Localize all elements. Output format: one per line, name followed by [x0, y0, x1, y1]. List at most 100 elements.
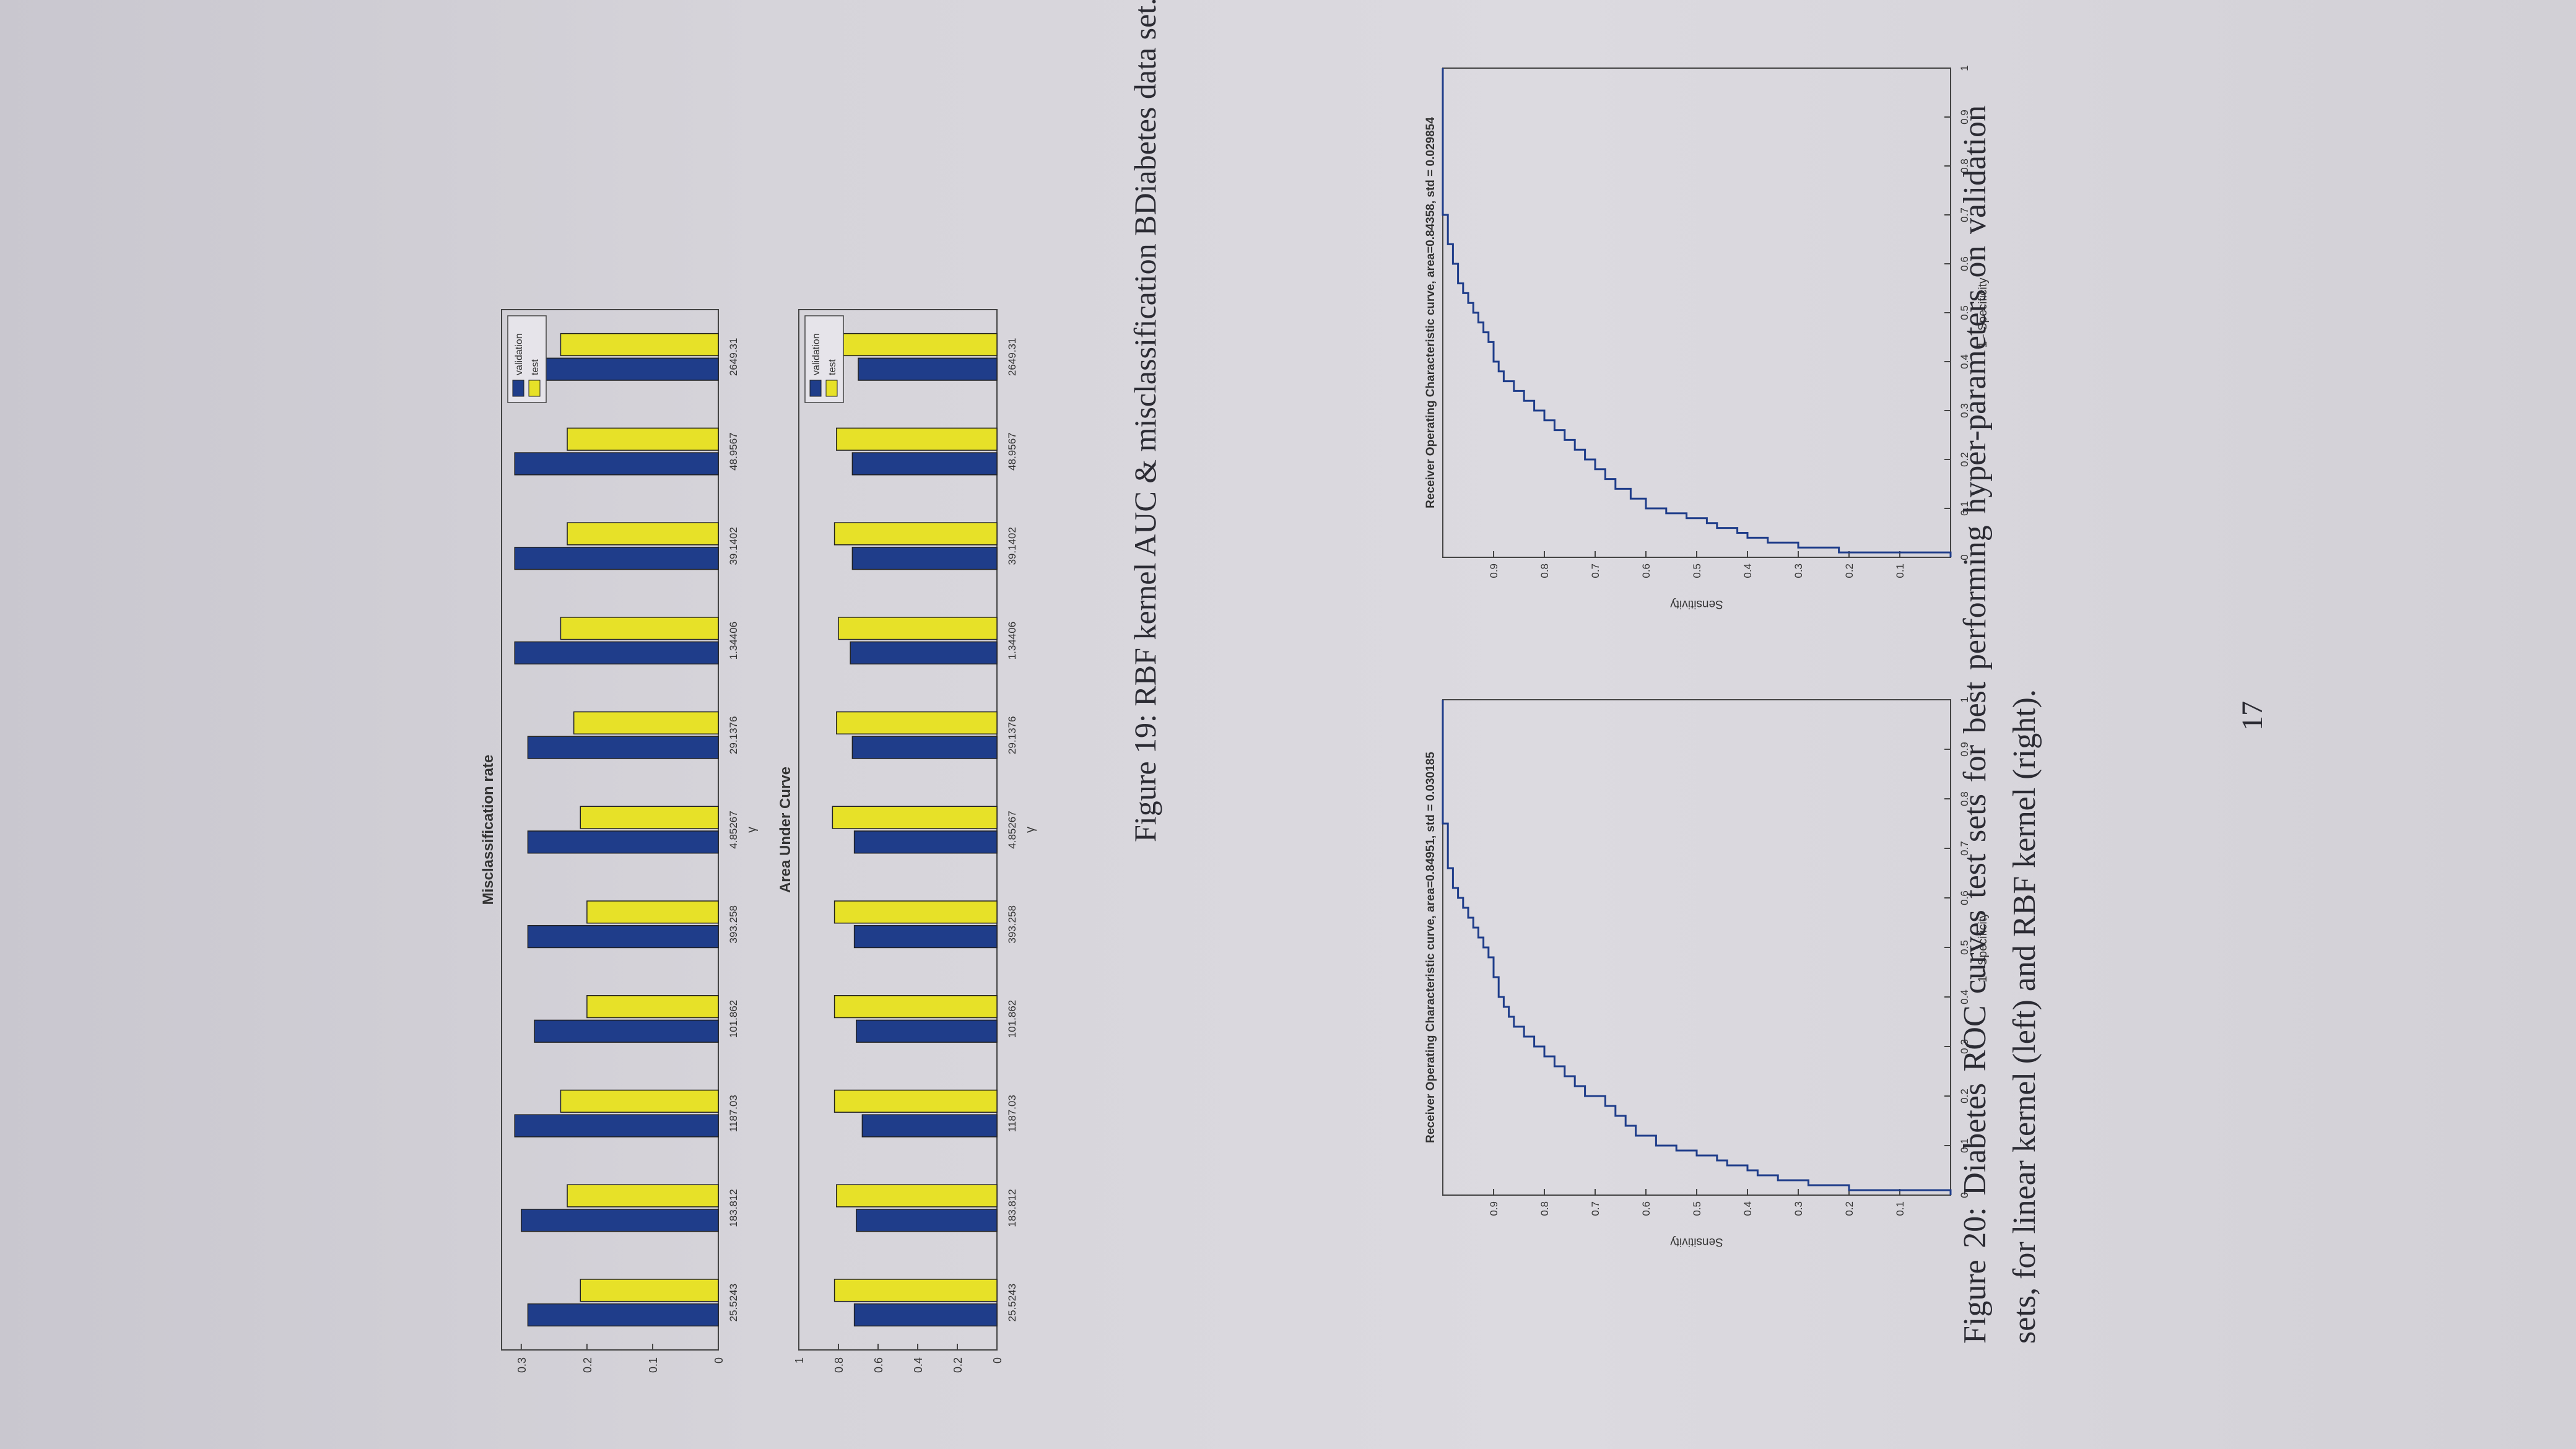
x-tick-label: 2649.31	[728, 338, 739, 376]
validation-bar	[853, 1303, 998, 1327]
y-tick-label: 0.1	[647, 1357, 659, 1373]
x-tick-label: 29.1376	[1006, 716, 1018, 754]
y-tick-label: 0.7	[1590, 1201, 1601, 1216]
test-bar	[586, 994, 719, 1019]
validation-bar	[514, 547, 719, 570]
x-tick-label: 39.1402	[1006, 527, 1018, 565]
legend-label: validation	[514, 333, 524, 375]
x-tick-label: 0.3	[1959, 403, 1970, 418]
x-tick-label: 0.4	[1959, 354, 1970, 369]
y-tick-label: 0.3	[516, 1357, 528, 1373]
validation-bar	[850, 641, 998, 665]
x-axis-label: γ	[1024, 827, 1037, 833]
y-axis-label: Sensitivity	[1670, 1235, 1723, 1248]
legend-swatch	[512, 380, 524, 397]
x-tick-label: 0.6	[1959, 890, 1970, 905]
y-tick-label: 0.7	[1590, 564, 1601, 578]
y-tick-label: 1	[793, 1357, 806, 1364]
x-tick-label: 48.9567	[728, 432, 739, 470]
x-tick-label: 0.9	[1959, 110, 1970, 124]
test-bar	[560, 1089, 719, 1113]
x-tick-label: 0.5	[1959, 305, 1970, 320]
legend-swatch	[825, 380, 838, 397]
test-bar	[836, 1184, 998, 1208]
y-tick-label: 0.6	[1640, 1201, 1652, 1216]
validation-bar	[851, 736, 998, 759]
validation-bar	[521, 1209, 719, 1232]
y-tick-label: 0.6	[872, 1357, 885, 1373]
test-bar	[833, 900, 998, 924]
validation-bar	[527, 925, 719, 949]
y-tick-label: 0.1	[1894, 564, 1906, 578]
x-tick-label: 0.7	[1959, 841, 1970, 856]
x-tick-label: 183.812	[1006, 1189, 1018, 1227]
y-tick-label: 0.4	[1742, 1201, 1754, 1216]
y-tick-label: 0.1	[1894, 1201, 1906, 1216]
x-tick-label: 39.1402	[728, 527, 739, 565]
validation-bar	[514, 452, 719, 476]
x-tick-label: 101.862	[728, 1000, 739, 1038]
roc-curve-line	[1442, 700, 1952, 1195]
validation-bar	[851, 547, 998, 570]
figure-20-caption: Figure 20: Diabetes ROC curves test sets…	[1957, 105, 2042, 1344]
test-bar	[573, 711, 719, 735]
x-tick-label: 29.1376	[728, 716, 739, 754]
legend-swatch	[528, 380, 541, 397]
x-tick-label: 1.34406	[728, 622, 739, 659]
y-tick-label: 0	[713, 1357, 725, 1364]
x-tick-label: 0	[1959, 554, 1970, 560]
bar-plot-frame	[501, 309, 719, 1351]
x-axis-label: γ	[745, 827, 759, 833]
test-bar	[836, 711, 998, 735]
x-tick-label: 0.5	[1959, 940, 1970, 955]
test-bar	[560, 333, 719, 357]
validation-bar	[527, 1303, 719, 1327]
x-tick-label: 0.6	[1959, 256, 1970, 271]
validation-bar	[851, 452, 998, 476]
x-tick-label: 183.812	[728, 1189, 739, 1227]
x-tick-label: 1	[1959, 697, 1970, 702]
y-tick-label: 0.2	[581, 1357, 594, 1373]
page-number: 17	[2236, 701, 2269, 731]
y-tick-label: 0.5	[1691, 1201, 1703, 1216]
bar-chart-title: Misclassification rate	[480, 755, 497, 905]
y-tick-label: 0.2	[1843, 564, 1855, 578]
x-tick-label: 1187.03	[728, 1095, 739, 1132]
y-axis-label: Sensitivity	[1670, 598, 1723, 611]
legend-label: test	[827, 359, 838, 375]
roc-chart-title: Receiver Operating Characteristic curve,…	[1424, 117, 1437, 508]
x-tick-label: 0.1	[1959, 1138, 1970, 1153]
test-bar	[833, 994, 998, 1019]
test-bar	[832, 806, 998, 829]
y-tick-label: 0	[991, 1357, 1004, 1364]
roc-plot-frame	[1442, 67, 1951, 558]
validation-bar	[853, 925, 998, 949]
x-tick-label: 0	[1959, 1192, 1970, 1198]
x-axis-label: 1 - Specificity	[1977, 912, 1990, 982]
validation-bar	[534, 1019, 719, 1043]
x-tick-label: 4.85267	[728, 811, 739, 848]
y-tick-label: 0.4	[912, 1357, 925, 1373]
y-tick-label: 0.8	[833, 1357, 845, 1373]
x-tick-label: 1	[1959, 65, 1970, 71]
validation-bar	[856, 1019, 998, 1043]
x-tick-label: 0.8	[1959, 791, 1970, 806]
y-tick-label: 0.8	[1539, 564, 1551, 578]
test-bar	[836, 427, 998, 451]
validation-bar	[540, 357, 719, 381]
bar-plot-frame	[798, 309, 998, 1351]
x-tick-label: 0.1	[1959, 501, 1970, 516]
legend-label: test	[530, 359, 541, 375]
x-tick-label: 0.3	[1959, 1039, 1970, 1054]
test-bar	[580, 806, 719, 829]
x-tick-label: 0.8	[1959, 159, 1970, 173]
y-tick-label: 0.9	[1488, 1201, 1500, 1216]
y-tick-label: 0.4	[1742, 564, 1754, 578]
y-tick-label: 0.3	[1793, 1201, 1804, 1216]
x-tick-label: 2649.31	[1006, 338, 1018, 376]
y-tick-label: 0.8	[1539, 1201, 1551, 1216]
x-tick-label: 101.862	[1006, 1000, 1018, 1038]
x-tick-label: 393.258	[1006, 905, 1018, 943]
validation-bar	[527, 736, 719, 759]
